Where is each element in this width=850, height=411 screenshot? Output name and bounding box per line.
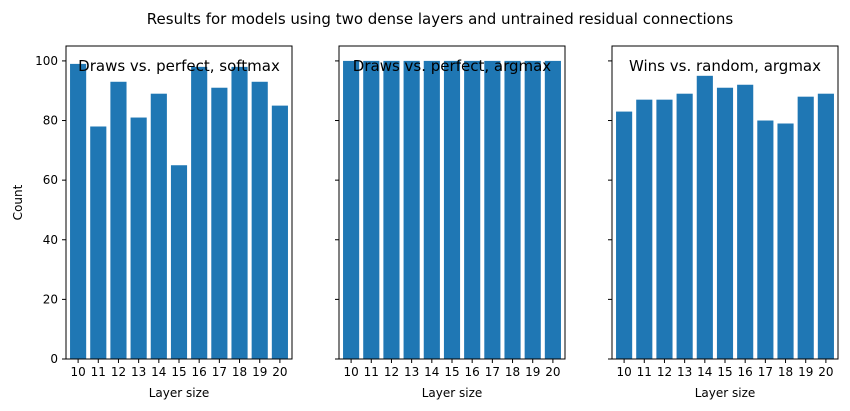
x-tick-label: 17 — [212, 365, 227, 379]
bar-18 — [231, 66, 248, 360]
x-tick-label: 12 — [384, 365, 399, 379]
bar-14 — [150, 93, 167, 359]
x-tick-label: 11 — [637, 365, 652, 379]
bar-19 — [797, 96, 814, 360]
bar-12 — [656, 99, 673, 359]
bar-14 — [696, 75, 713, 359]
y-tick-label: 0 — [50, 352, 58, 366]
bar-13 — [676, 93, 693, 359]
x-tick-label: 10 — [616, 365, 631, 379]
bar-13 — [403, 60, 420, 360]
bar-10 — [616, 111, 633, 359]
x-tick-label: 19 — [798, 365, 813, 379]
bar-17 — [484, 60, 501, 360]
x-tick-label: 11 — [364, 365, 379, 379]
bar-16 — [464, 60, 481, 360]
subplot-title: Draws vs. perfect, softmax — [78, 57, 280, 75]
bar-11 — [636, 99, 653, 359]
x-tick-label: 12 — [111, 365, 126, 379]
x-tick-label: 17 — [485, 365, 500, 379]
subplot-3: 10 11 12 13 14 15 16 17 18 19 20 Wins vs. random, a… — [608, 45, 839, 400]
x-tick-label: 13 — [404, 365, 419, 379]
bar-20 — [817, 93, 834, 359]
x-axis-label: Layer size — [695, 386, 756, 400]
bar-17 — [757, 120, 774, 360]
bar-20 — [544, 60, 561, 360]
x-tick-label: 18 — [505, 365, 520, 379]
subplot-title: Wins vs. random, argmax — [629, 57, 821, 75]
x-tick-label: 10 — [70, 365, 85, 379]
x-tick-label: 16 — [738, 365, 753, 379]
x-tick-label: 16 — [465, 365, 480, 379]
x-tick-label: 18 — [232, 365, 247, 379]
bar-15 — [170, 165, 188, 359]
x-tick-label: 12 — [657, 365, 672, 379]
bar-20 — [271, 105, 288, 360]
x-axis-label: Layer size — [422, 386, 483, 400]
y-tick-label: 100 — [35, 54, 58, 68]
y-axis-label: Count — [11, 184, 25, 220]
bar-16 — [191, 66, 208, 360]
x-tick-label: 15 — [717, 365, 732, 379]
bar-18 — [777, 123, 794, 359]
y-tick-label: 20 — [43, 292, 58, 306]
x-tick-label: 14 — [424, 365, 439, 379]
x-tick-label: 15 — [171, 365, 186, 379]
figure-title: Results for models using two dense layer… — [147, 10, 734, 28]
y-tick-label: 80 — [43, 114, 58, 128]
subplot-1: 10 11 12 13 14 15 16 17 18 19 20 0 20 40 60 80 100 Draws … — [11, 45, 293, 400]
bar-11 — [90, 126, 107, 360]
bar-18 — [504, 60, 521, 360]
x-tick-label: 15 — [444, 365, 459, 379]
bar-17 — [211, 87, 228, 359]
bar-12 — [383, 60, 400, 360]
x-tick-label: 16 — [192, 365, 207, 379]
bar-13 — [130, 117, 147, 359]
bar-11 — [363, 60, 380, 360]
x-tick-label: 13 — [677, 365, 692, 379]
x-tick-label: 19 — [252, 365, 267, 379]
x-tick-label: 20 — [272, 365, 287, 379]
x-tick-label: 19 — [525, 365, 540, 379]
bar-10 — [343, 60, 360, 360]
bar-14 — [423, 60, 440, 360]
x-tick-label: 20 — [818, 365, 833, 379]
subplot-title: Draws vs. perfect, argmax — [353, 57, 551, 75]
bar-19 — [524, 60, 541, 360]
x-tick-label: 13 — [131, 365, 146, 379]
x-axis-label: Layer size — [149, 386, 210, 400]
bar-15 — [443, 60, 461, 360]
bar-16 — [737, 84, 754, 359]
subplot-2: 10 11 12 13 14 15 16 17 18 19 20 Draws vs. perfect,… — [335, 45, 566, 400]
bar-19 — [251, 81, 268, 360]
x-tick-label: 14 — [151, 365, 166, 379]
bar-10 — [70, 63, 87, 359]
x-tick-label: 17 — [758, 365, 773, 379]
bar-15 — [716, 87, 734, 359]
x-tick-label: 20 — [545, 365, 560, 379]
x-tick-label: 11 — [91, 365, 106, 379]
y-tick-label: 40 — [43, 233, 58, 247]
y-tick-label: 60 — [43, 173, 58, 187]
x-tick-label: 10 — [343, 365, 358, 379]
x-tick-label: 18 — [778, 365, 793, 379]
bar-12 — [110, 81, 127, 360]
x-tick-label: 14 — [697, 365, 712, 379]
